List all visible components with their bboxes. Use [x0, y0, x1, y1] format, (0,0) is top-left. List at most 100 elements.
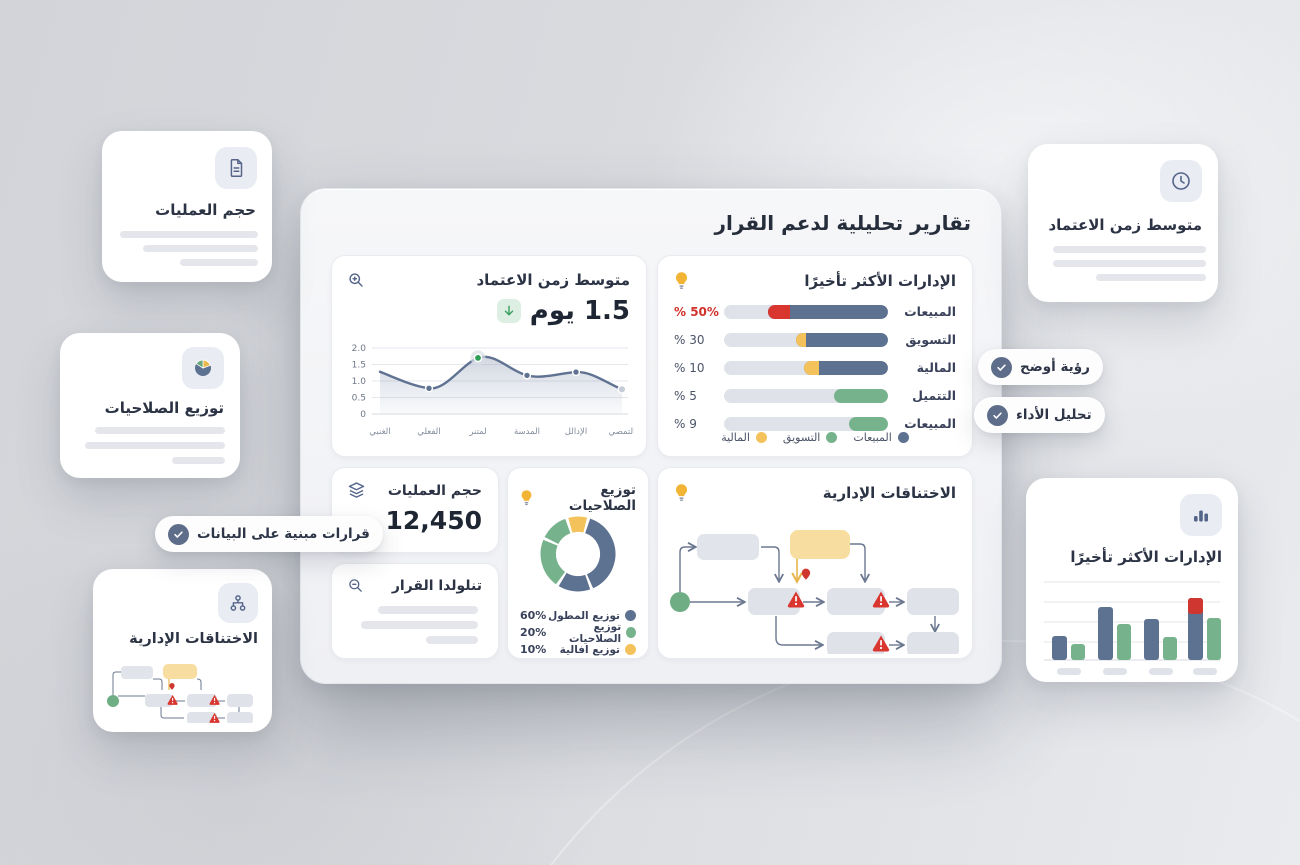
legend-value: 60%: [520, 609, 547, 622]
placeholder-line: [426, 636, 478, 644]
dep-label: المالية: [916, 360, 956, 375]
placeholder-line: [120, 231, 258, 238]
card-permissions: توزيع الصلاحيات توزيع المطول 60%: [507, 467, 649, 659]
legend-dot-yellow: [755, 432, 767, 443]
donut-legend-row: توزيع افالية 10%: [520, 642, 636, 657]
dep-bar: [724, 304, 888, 319]
magnifier-plus-icon[interactable]: [346, 270, 366, 290]
placeholder-line: [1096, 274, 1206, 281]
bottlenecks-flowchart: [664, 504, 966, 654]
placeholder-line: [378, 606, 478, 614]
dep-row-5: % 9 المبيعات: [674, 416, 956, 431]
float-card-approval-time: متوسط زمن الاعتماد: [1028, 144, 1218, 302]
float-card-permissions: توزيع الصلاحيات: [60, 333, 240, 478]
legend-label: توزيع المطول: [548, 609, 620, 622]
card-delayed-departments: الإدارات الأكثر تأخيرًا % 50% المبيعات %…: [657, 255, 973, 457]
float-card-bottlenecks: الاختناقات الإدارية: [93, 569, 272, 732]
legend-dot-blue: [897, 432, 909, 443]
approval-value: 1.5 يوم: [529, 296, 630, 326]
chip-performance-analysis[interactable]: تحليل الأداء: [974, 397, 1105, 433]
bulb-icon: [672, 270, 691, 292]
mini-bar-chart: [1040, 576, 1224, 676]
card-title: الاختناقات الإدارية: [822, 484, 956, 502]
check-icon: [991, 356, 1012, 378]
placeholder-line: [172, 457, 225, 464]
placeholder-line: [180, 259, 258, 266]
check-icon: [168, 523, 189, 545]
document-icon: [215, 147, 257, 189]
layers-icon: [346, 480, 367, 501]
legend-value: 10%: [520, 643, 547, 656]
svg-text:0.5: 0.5: [352, 394, 366, 404]
float-card-title: متوسط زمن الاعتماد: [1048, 216, 1202, 234]
dep-bar: [724, 416, 888, 431]
dep-label: التسويق: [905, 332, 956, 347]
card-title: حجم العمليات: [387, 482, 482, 499]
dep-label: التتميل: [912, 388, 956, 403]
bar-legend: المبيعات التسويق المالية: [658, 431, 972, 444]
permissions-donut-chart: [530, 506, 626, 602]
dep-row-3: % 10 المالية: [674, 360, 956, 375]
legend-dot-blue: [625, 610, 636, 621]
legend-dot-yellow: [625, 644, 636, 655]
chip-data-driven[interactable]: قرارات مبنية على البيانات: [155, 516, 383, 552]
svg-text:2.0: 2.0: [352, 344, 367, 354]
dep-value: % 9: [674, 416, 697, 431]
float-card-title: الاختناقات الإدارية: [129, 631, 258, 647]
card-approval-time: متوسط زمن الاعتماد 1.5 يوم: [331, 255, 647, 457]
dep-label: المبيعات: [904, 416, 956, 431]
svg-text:1.0: 1.0: [352, 377, 367, 387]
placeholder-line: [1053, 260, 1206, 267]
mini-flowchart: [105, 661, 260, 723]
dep-row-4: % 5 التتميل: [674, 388, 956, 403]
svg-text:المدسة: المدسة: [514, 427, 540, 437]
dep-value: % 30: [674, 332, 705, 347]
dep-row-1: % 50% المبيعات: [674, 304, 956, 319]
svg-text:التمصي: التمصي: [609, 427, 634, 437]
float-card-title: توزيع الصلاحيات: [104, 399, 224, 417]
dep-value: % 50%: [674, 304, 719, 319]
svg-text:0: 0: [360, 410, 366, 420]
clock-icon: [1160, 160, 1202, 202]
svg-text:1.5: 1.5: [352, 361, 366, 371]
float-card-title: الإدارات الأكثر تأخيرًا: [1070, 548, 1222, 566]
donut-legend-row: توزيع الصلاحيات 20%: [520, 621, 636, 645]
dep-bar: [724, 332, 888, 347]
page-title: تقارير تحليلية لدعم القرار: [714, 211, 971, 235]
placeholder-line: [1053, 246, 1206, 253]
chip-label: رؤية أوضح: [1020, 359, 1090, 375]
card-title: تنلولدا القرار: [391, 577, 482, 594]
legend-label: المبيعات: [853, 431, 892, 444]
legend-value: 20%: [520, 626, 547, 639]
card-title: متوسط زمن الاعتماد: [476, 271, 630, 289]
placeholder-line: [95, 427, 225, 434]
legend-label: توزيع الصلاحيات: [568, 620, 622, 645]
card-title: توزيع الصلاحيات: [568, 482, 636, 514]
dep-value: % 10: [674, 360, 705, 375]
legend-dot-green: [826, 432, 838, 443]
chip-clearer-vision[interactable]: رؤية أوضح: [978, 349, 1103, 385]
card-bottlenecks: الاختناقات الإدارية: [657, 467, 973, 659]
check-icon: [987, 404, 1008, 426]
bulb-icon: [518, 488, 535, 508]
dep-row-2: % 30 التسويق: [674, 332, 956, 347]
svg-text:الإدالل: الإدالل: [565, 427, 587, 437]
chip-label: تحليل الأداء: [1016, 407, 1092, 423]
dep-value: % 5: [674, 388, 697, 403]
volume-value: 12,450: [385, 506, 482, 535]
chip-label: قرارات مبنية على البيانات: [197, 526, 370, 542]
dashboard-panel: تقارير تحليلية لدعم القرار متوسط زمن الا…: [300, 188, 1002, 684]
magnifier-minus-icon[interactable]: [346, 576, 365, 595]
float-card-title: حجم العمليات: [155, 201, 256, 219]
dep-bar: [724, 360, 888, 375]
dep-bar: [724, 388, 888, 403]
bulb-icon: [672, 482, 691, 504]
dep-label: المبيعات: [904, 304, 956, 319]
svg-text:الغنبي: الغنبي: [369, 427, 390, 437]
card-decision: تنلولدا القرار: [331, 563, 499, 659]
pie-chart-icon: [182, 347, 224, 389]
legend-label: التسويق: [782, 431, 821, 444]
legend-label: المالية: [721, 431, 750, 444]
svg-text:الفعلي: الفعلي: [417, 427, 440, 437]
